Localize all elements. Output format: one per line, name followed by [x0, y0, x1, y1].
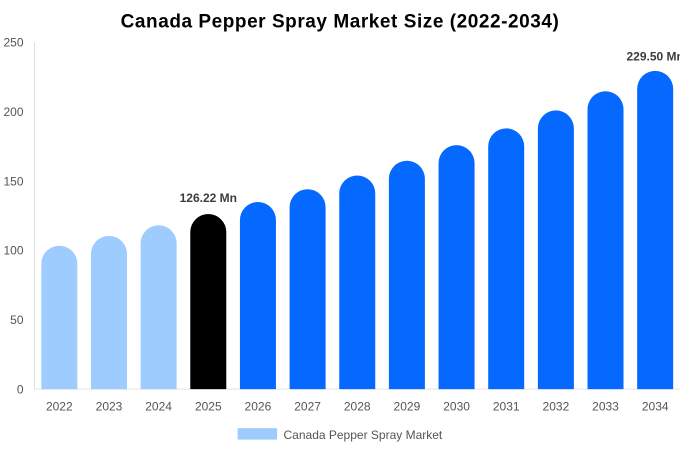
- svg-text:Canada Pepper Spray Market Siz: Canada Pepper Spray Market Size (2022-20…: [121, 11, 560, 32]
- svg-text:2032: 2032: [543, 400, 570, 414]
- svg-text:50: 50: [10, 313, 24, 327]
- svg-text:2024: 2024: [145, 400, 172, 414]
- svg-text:2027: 2027: [294, 400, 321, 414]
- svg-text:2029: 2029: [394, 400, 421, 414]
- svg-text:2031: 2031: [493, 400, 520, 414]
- svg-text:250: 250: [3, 36, 23, 50]
- svg-text:2026: 2026: [245, 400, 272, 414]
- svg-text:100: 100: [3, 244, 23, 258]
- svg-text:2030: 2030: [443, 400, 470, 414]
- svg-text:2028: 2028: [344, 400, 371, 414]
- svg-text:126.22 Mn: 126.22 Mn: [180, 191, 237, 205]
- svg-text:0: 0: [17, 382, 24, 396]
- svg-text:229.50 Mn: 229.50 Mn: [627, 49, 680, 63]
- svg-text:200: 200: [3, 105, 23, 119]
- svg-text:2034: 2034: [642, 400, 669, 414]
- svg-text:150: 150: [3, 174, 23, 188]
- svg-text:2033: 2033: [592, 400, 619, 414]
- svg-text:2025: 2025: [195, 400, 222, 414]
- svg-text:Canada Pepper Spray Market: Canada Pepper Spray Market: [284, 428, 443, 442]
- svg-text:2022: 2022: [46, 400, 73, 414]
- svg-text:2023: 2023: [96, 400, 123, 414]
